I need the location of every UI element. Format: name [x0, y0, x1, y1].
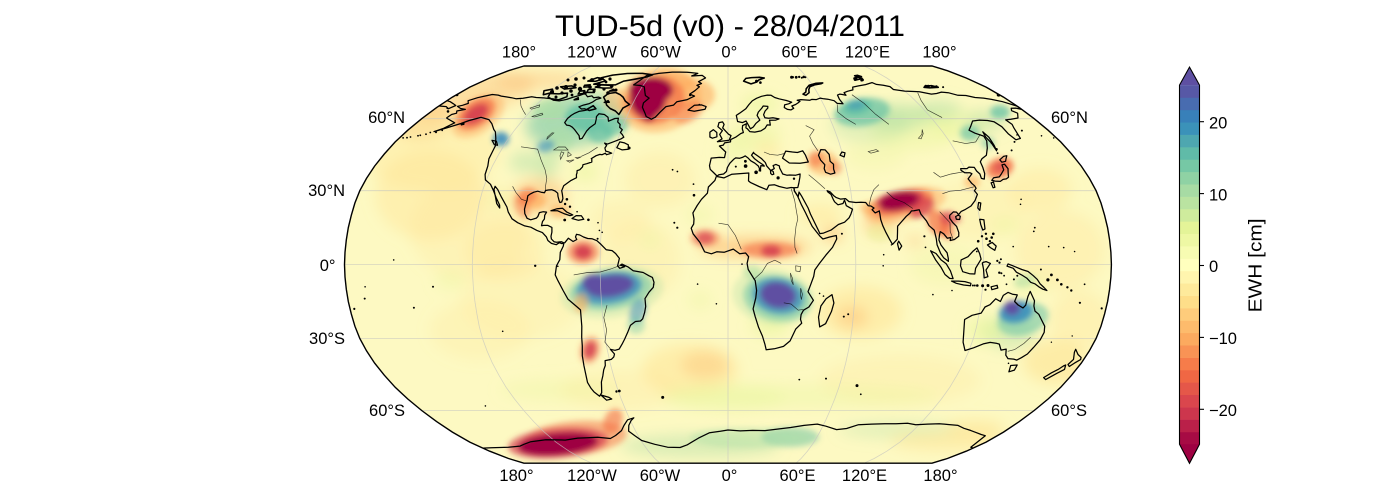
svg-text:20: 20 [1209, 114, 1227, 132]
svg-text:180°: 180° [502, 43, 536, 61]
svg-text:TUD-5d (v0) - 28/04/2011: TUD-5d (v0) - 28/04/2011 [555, 10, 905, 43]
svg-text:120°E: 120°E [845, 43, 890, 61]
svg-text:0°: 0° [320, 257, 336, 275]
svg-text:120°E: 120°E [842, 467, 887, 485]
svg-text:30°N: 30°N [308, 182, 345, 200]
svg-text:120°W: 120°W [567, 467, 617, 485]
svg-text:60°E: 60°E [782, 43, 818, 61]
svg-text:0: 0 [1209, 258, 1218, 276]
svg-text:60°E: 60°E [780, 467, 816, 485]
svg-text:60°W: 60°W [640, 43, 681, 61]
svg-text:60°S: 60°S [1051, 402, 1087, 420]
svg-text:0°: 0° [722, 467, 738, 485]
svg-text:60°W: 60°W [640, 467, 681, 485]
svg-text:0°: 0° [721, 43, 737, 61]
svg-text:30°S: 30°S [309, 330, 345, 348]
svg-text:−20: −20 [1209, 402, 1237, 420]
svg-text:60°N: 60°N [1051, 109, 1088, 127]
svg-text:180°: 180° [923, 467, 957, 485]
svg-text:180°: 180° [922, 43, 956, 61]
svg-text:−10: −10 [1209, 330, 1237, 348]
svg-text:60°N: 60°N [368, 109, 405, 127]
svg-text:EWH [cm]: EWH [cm] [1246, 218, 1266, 312]
svg-text:180°: 180° [499, 467, 533, 485]
svg-text:10: 10 [1209, 186, 1227, 204]
svg-text:120°W: 120°W [567, 43, 617, 61]
svg-text:60°S: 60°S [369, 402, 405, 420]
